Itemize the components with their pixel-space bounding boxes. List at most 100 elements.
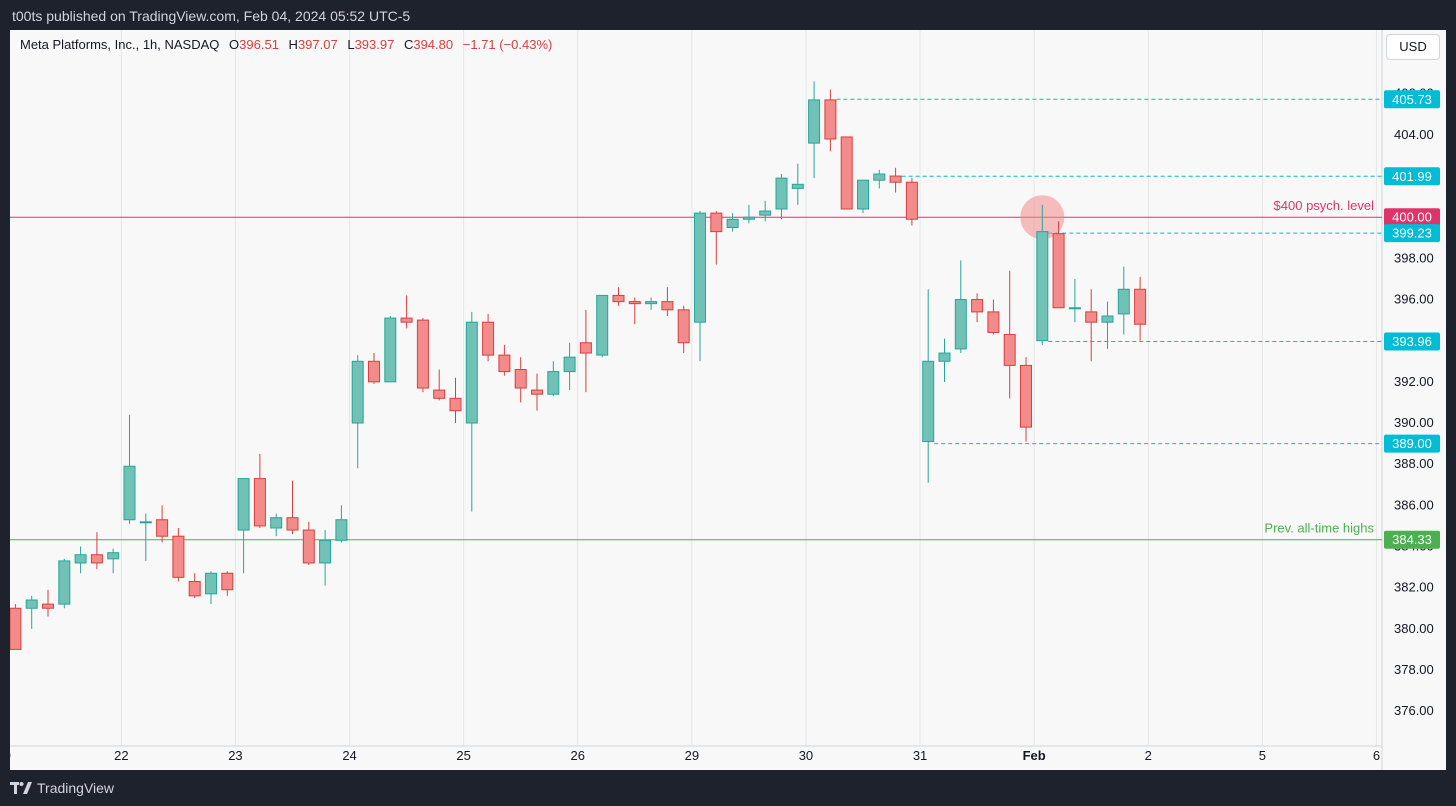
close-value: 394.80: [413, 37, 454, 52]
candle-body: [873, 173, 886, 181]
level-annotation: $400 psych. level: [1274, 198, 1375, 213]
level-annotation: Prev. all-time highs: [1264, 521, 1374, 536]
candle-body: [514, 369, 527, 389]
candle-body: [954, 299, 967, 350]
candle-body: [156, 519, 169, 537]
candle-body: [1085, 311, 1098, 323]
candle-body: [1020, 364, 1032, 428]
candle-body: [971, 299, 984, 313]
candle-body: [465, 321, 478, 424]
candle-body: [531, 389, 543, 395]
price-tick-label: 388.00: [1394, 456, 1434, 471]
candle-body: [905, 181, 918, 220]
candle-body: [824, 99, 837, 140]
candle-body: [579, 342, 592, 354]
symbol-description: Meta Platforms, Inc., 1h, NASDAQ: [20, 37, 220, 52]
price-tag: [1384, 90, 1440, 109]
candle-body: [742, 216, 755, 220]
time-tick-label: 29: [685, 748, 699, 763]
price-tag: [1384, 167, 1440, 186]
price-tick-label: 392.00: [1394, 374, 1434, 389]
low-label: L: [347, 37, 355, 52]
candle-body: [1101, 315, 1114, 323]
candle-body: [10, 607, 22, 650]
candle-body: [319, 539, 332, 564]
candle-body: [482, 321, 495, 356]
time-tick-label: 2: [1145, 748, 1152, 763]
price-tag-label: 393.96: [1392, 334, 1432, 349]
time-tick-label: 26: [571, 748, 585, 763]
price-tag: [1384, 434, 1440, 453]
candle-body: [74, 554, 87, 564]
price-tag-label: 401.99: [1392, 169, 1432, 184]
candle-body: [498, 354, 511, 373]
candle-body: [1003, 334, 1016, 366]
low-value: 393.97: [354, 37, 395, 52]
tradingview-brand[interactable]: TradingView: [10, 780, 114, 796]
candle-body: [1134, 288, 1147, 325]
candle-body: [172, 535, 185, 578]
candle-body: [90, 554, 103, 564]
price-tag: [1384, 224, 1440, 243]
chart-pane[interactable]: 408.00406.00404.00402.00400.00398.00396.…: [10, 30, 1446, 770]
candle-body: [710, 212, 723, 233]
time-tick-label: 30: [799, 748, 813, 763]
price-tick-label: 396.00: [1394, 292, 1434, 307]
candle-body: [384, 317, 397, 383]
price-tick-label: 390.00: [1394, 415, 1434, 430]
candle-body: [107, 552, 120, 560]
open-label: O: [229, 37, 240, 52]
candle-body: [938, 352, 951, 362]
candle-body: [922, 360, 935, 443]
candle-body: [547, 371, 560, 395]
candle-body: [889, 175, 902, 183]
ohlc-legend: Meta Platforms, Inc., 1h, NASDAQ O396.51…: [20, 37, 552, 52]
candle-body: [335, 519, 348, 541]
price-chart[interactable]: 408.00406.00404.00402.00400.00398.00396.…: [10, 30, 1446, 770]
candle-body: [628, 301, 641, 305]
candle-body: [205, 572, 217, 595]
candle-body: [25, 599, 38, 609]
price-tag-label: 389.00: [1392, 436, 1432, 451]
price-tick-label: 376.00: [1394, 703, 1434, 718]
candle-body: [1036, 231, 1049, 342]
currency-button[interactable]: USD: [1386, 34, 1440, 60]
price-tick-label: 382.00: [1394, 580, 1434, 595]
candle-body: [221, 572, 234, 591]
candle-body: [726, 218, 739, 229]
time-tick-label: 0: [10, 748, 11, 763]
change-value: −1.71 (−0.43%): [462, 37, 553, 52]
price-tag: [1384, 332, 1440, 351]
high-label: H: [288, 37, 298, 52]
candle-body: [645, 301, 658, 305]
price-tag: [1384, 530, 1440, 549]
price-tag-label: 400.00: [1392, 210, 1432, 225]
candle-body: [139, 521, 152, 524]
candle-body: [563, 356, 576, 373]
candle-body: [253, 478, 266, 527]
candle-body: [351, 360, 364, 424]
open-value: 396.51: [239, 37, 279, 52]
time-tick-label: 22: [114, 748, 128, 763]
candle-body: [270, 517, 283, 529]
candle-body: [661, 301, 674, 311]
price-tag-label: 399.23: [1392, 226, 1432, 241]
candle-body: [433, 389, 446, 399]
time-tick-label: 24: [342, 748, 356, 763]
candle-body: [775, 177, 788, 210]
footer-bar: TradingView: [0, 770, 1456, 806]
candle-body: [857, 179, 869, 210]
candle-body: [400, 317, 413, 323]
candle-body: [188, 580, 201, 597]
high-value: 397.07: [297, 37, 338, 52]
time-tick-label: Feb: [1023, 748, 1046, 763]
candle-body: [808, 99, 821, 144]
candle-body: [1068, 307, 1081, 310]
time-tick-label: 23: [228, 748, 242, 763]
candle-body: [840, 136, 853, 210]
price-tag-label: 405.73: [1392, 92, 1432, 107]
candle-body: [1052, 233, 1065, 309]
price-tick-label: 380.00: [1394, 621, 1434, 636]
tradingview-label: TradingView: [37, 780, 115, 796]
candle-body: [368, 360, 380, 383]
